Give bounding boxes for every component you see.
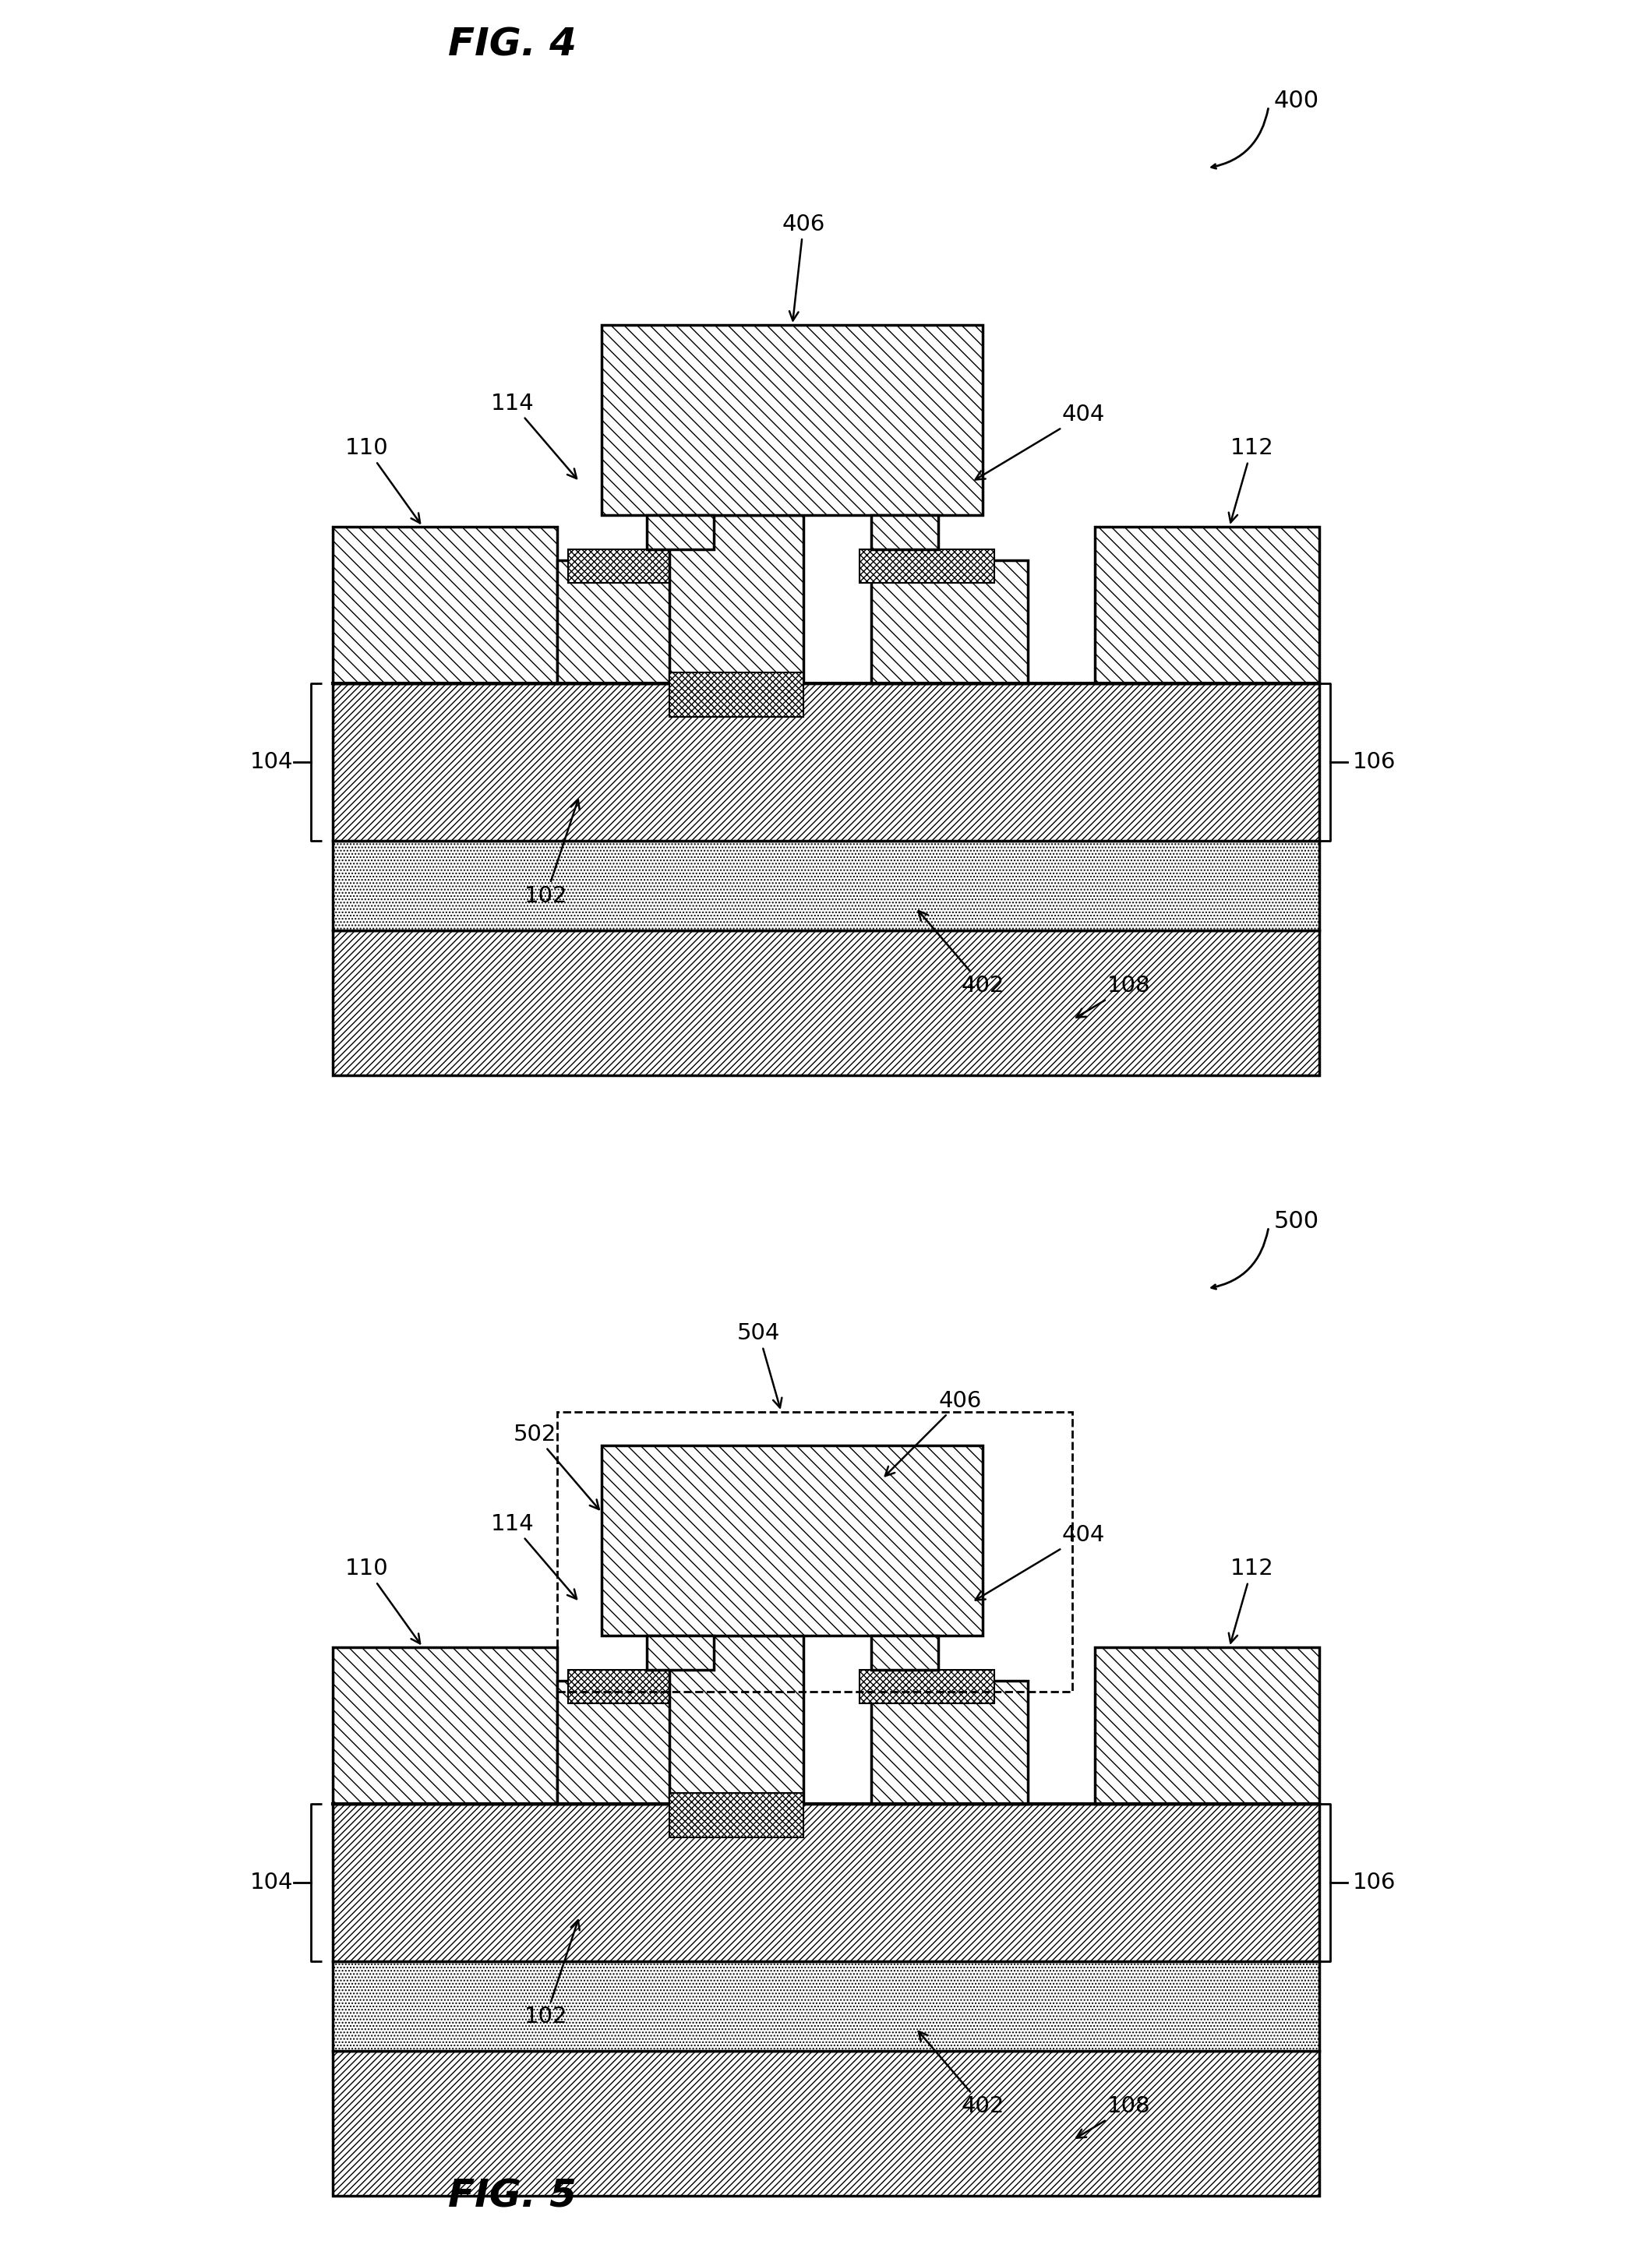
Text: 114: 114 — [491, 392, 577, 480]
Bar — [871, 1681, 1028, 1804]
Text: 102: 102 — [524, 1921, 580, 2028]
Text: 502: 502 — [514, 1423, 600, 1510]
Text: 112: 112 — [1229, 1557, 1274, 1643]
Bar — [1095, 527, 1318, 684]
Bar — [557, 1412, 1072, 1692]
Bar — [1095, 1647, 1318, 1804]
Bar — [334, 1961, 1318, 2051]
Bar — [568, 549, 702, 583]
Text: 110: 110 — [345, 437, 420, 522]
Bar — [334, 684, 1318, 840]
Text: 402: 402 — [919, 910, 1004, 997]
Text: 104: 104 — [249, 1871, 292, 1894]
Text: 108: 108 — [1075, 2095, 1150, 2138]
Text: FIG. 5: FIG. 5 — [448, 2178, 577, 2214]
Text: 104: 104 — [249, 751, 292, 773]
Text: 406: 406 — [781, 213, 824, 320]
Bar — [669, 515, 803, 684]
Text: 110: 110 — [345, 1557, 420, 1643]
Text: 400: 400 — [1274, 90, 1320, 112]
Bar — [557, 1681, 714, 1804]
Text: 102: 102 — [524, 800, 580, 908]
Text: 108: 108 — [1075, 975, 1150, 1017]
Bar — [669, 1793, 803, 1838]
Bar — [334, 1804, 1318, 1961]
Bar — [601, 325, 983, 515]
Text: 106: 106 — [1353, 751, 1396, 773]
Text: 114: 114 — [491, 1513, 577, 1600]
Bar — [557, 560, 714, 684]
Text: 500: 500 — [1274, 1210, 1320, 1233]
Bar — [334, 2051, 1318, 2196]
Text: 406: 406 — [885, 1389, 981, 1477]
Bar — [334, 840, 1318, 930]
Bar — [871, 515, 938, 549]
Bar — [669, 1636, 803, 1804]
Bar — [669, 672, 803, 717]
Text: 504: 504 — [737, 1322, 781, 1407]
Bar — [334, 527, 557, 684]
Bar — [871, 1636, 938, 1670]
Bar — [859, 549, 995, 583]
Bar — [568, 1670, 702, 1703]
Bar — [334, 1647, 557, 1804]
Text: 404: 404 — [975, 1524, 1105, 1600]
Text: FIG. 4: FIG. 4 — [448, 27, 577, 63]
Bar — [859, 1670, 995, 1703]
Text: 404: 404 — [975, 403, 1105, 480]
Bar — [646, 1636, 714, 1670]
Text: 106: 106 — [1353, 1871, 1396, 1894]
Text: 112: 112 — [1229, 437, 1274, 522]
Text: 402: 402 — [919, 2030, 1004, 2118]
Bar — [646, 515, 714, 549]
Bar — [334, 930, 1318, 1076]
Bar — [601, 1445, 983, 1636]
Bar — [871, 560, 1028, 684]
